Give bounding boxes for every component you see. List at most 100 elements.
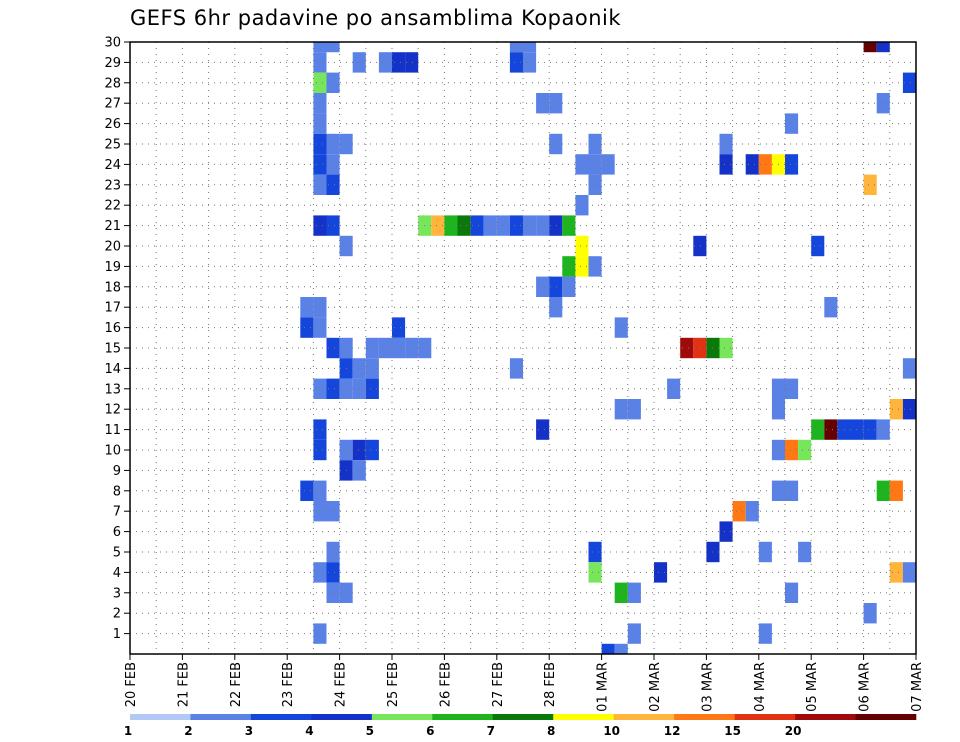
x-tick-label: 02 MAR (648, 662, 663, 712)
heatmap-cell (326, 562, 340, 583)
heatmap-cell (313, 562, 327, 583)
x-tick-label: 25 FEB (386, 662, 401, 707)
y-tick-label: 11 (104, 423, 121, 438)
heatmap-cell (313, 623, 327, 644)
y-tick-label: 30 (104, 36, 121, 51)
heatmap-cell (326, 133, 340, 155)
heatmap-cell (536, 93, 550, 114)
heatmap-cell (614, 582, 628, 603)
heatmap-cell (509, 358, 523, 379)
heatmap-cell (549, 215, 563, 236)
y-tick-label: 4 (113, 566, 121, 581)
heatmap-cell (549, 133, 563, 155)
heatmap-cell (326, 215, 340, 236)
heatmap-cell (326, 337, 340, 359)
heatmap-cell (876, 42, 890, 53)
heatmap-cell (588, 256, 602, 277)
x-tick-label: 03 MAR (700, 662, 715, 712)
heatmap-cell (588, 154, 602, 175)
heatmap-cell (300, 297, 314, 318)
heatmap-cell (326, 174, 340, 195)
heatmap-cell (889, 399, 903, 420)
heatmap-cell (575, 195, 589, 216)
heatmap-cell (876, 93, 890, 114)
heatmap-cell (313, 317, 327, 338)
x-tick-label: 05 MAR (805, 662, 820, 712)
y-tick-label: 1 (113, 627, 121, 642)
heatmap-cell (313, 174, 327, 195)
x-tick-label: 06 MAR (858, 662, 873, 712)
legend-color-box (734, 714, 796, 720)
heatmap-cell (326, 541, 340, 563)
heatmap-cell (902, 358, 916, 379)
heatmap-cell (654, 562, 668, 583)
y-tick-label: 2 (113, 607, 121, 622)
heatmap-cell (523, 42, 537, 53)
legend-label: 15 (724, 724, 741, 738)
legend-color-box (795, 714, 856, 720)
x-tick-label: 01 MAR (596, 662, 611, 712)
heatmap-cell (326, 154, 340, 175)
heatmap-cell (313, 52, 327, 73)
heatmap-cell (326, 501, 340, 522)
legend-color-box (613, 714, 675, 720)
legend-color-box (855, 714, 917, 720)
y-tick-label: 18 (104, 280, 121, 295)
heatmap-cell (352, 460, 366, 481)
heatmap-cell (575, 256, 589, 277)
legend-label: 3 (245, 724, 253, 738)
x-tick-label: 20 FEB (124, 662, 139, 707)
x-tick-label: 27 FEB (491, 662, 506, 707)
heatmap-cell (758, 541, 772, 563)
heatmap-cell (549, 93, 563, 114)
x-tick-label: 28 FEB (543, 662, 558, 707)
heatmap-cell (405, 52, 419, 73)
x-tick-label: 04 MAR (753, 662, 768, 712)
y-tick-label: 3 (113, 586, 121, 601)
y-tick-label: 25 (104, 138, 121, 153)
heatmap-cell (326, 378, 340, 399)
heatmap-cell (392, 337, 406, 359)
y-tick-label: 21 (104, 219, 121, 234)
heatmap-cell (313, 133, 327, 155)
heatmap-cell (536, 419, 550, 440)
heatmap-cell (824, 297, 838, 318)
heatmap-cell (352, 358, 366, 379)
heatmap-cell (667, 378, 681, 399)
heatmap-cell (326, 582, 340, 603)
y-tick-label: 12 (104, 403, 121, 418)
chart-title: GEFS 6hr padavine po ansamblima Kopaonik (130, 6, 622, 30)
y-tick-label: 5 (113, 546, 121, 561)
heatmap-cell (614, 643, 628, 654)
heatmap-cell (326, 72, 340, 93)
heatmap-cell (876, 480, 890, 501)
x-tick-label: 22 FEB (229, 662, 244, 707)
heatmap-cell (549, 297, 563, 318)
heatmap-cell (300, 480, 314, 501)
heatmap-cell (509, 42, 523, 53)
heatmap-cell (457, 215, 471, 236)
heatmap-cell (876, 419, 890, 440)
heatmap-cell (889, 480, 903, 501)
heatmap-cell (758, 154, 772, 175)
heatmap-cell (313, 42, 327, 53)
heatmap-cell (313, 154, 327, 175)
heatmap-cell (313, 297, 327, 318)
heatmap-cell (313, 480, 327, 501)
y-axis: 1234567891011121314151617181920212223242… (104, 36, 130, 642)
heatmap-cell (811, 235, 825, 257)
heatmap-cell (785, 154, 799, 175)
heatmap-cell (889, 562, 903, 583)
heatmap-cell (588, 562, 602, 583)
y-tick-label: 17 (104, 301, 121, 316)
heatmap-cell (444, 215, 458, 236)
legend-color-box (311, 714, 373, 720)
heatmap-cell (719, 154, 733, 175)
heatmap-cell (313, 501, 327, 522)
heatmap-cell (313, 215, 327, 236)
legend-label: 7 (487, 724, 495, 738)
legend-color-box (371, 714, 433, 720)
heatmap-cell (378, 337, 392, 359)
heatmap-cell (365, 337, 379, 359)
